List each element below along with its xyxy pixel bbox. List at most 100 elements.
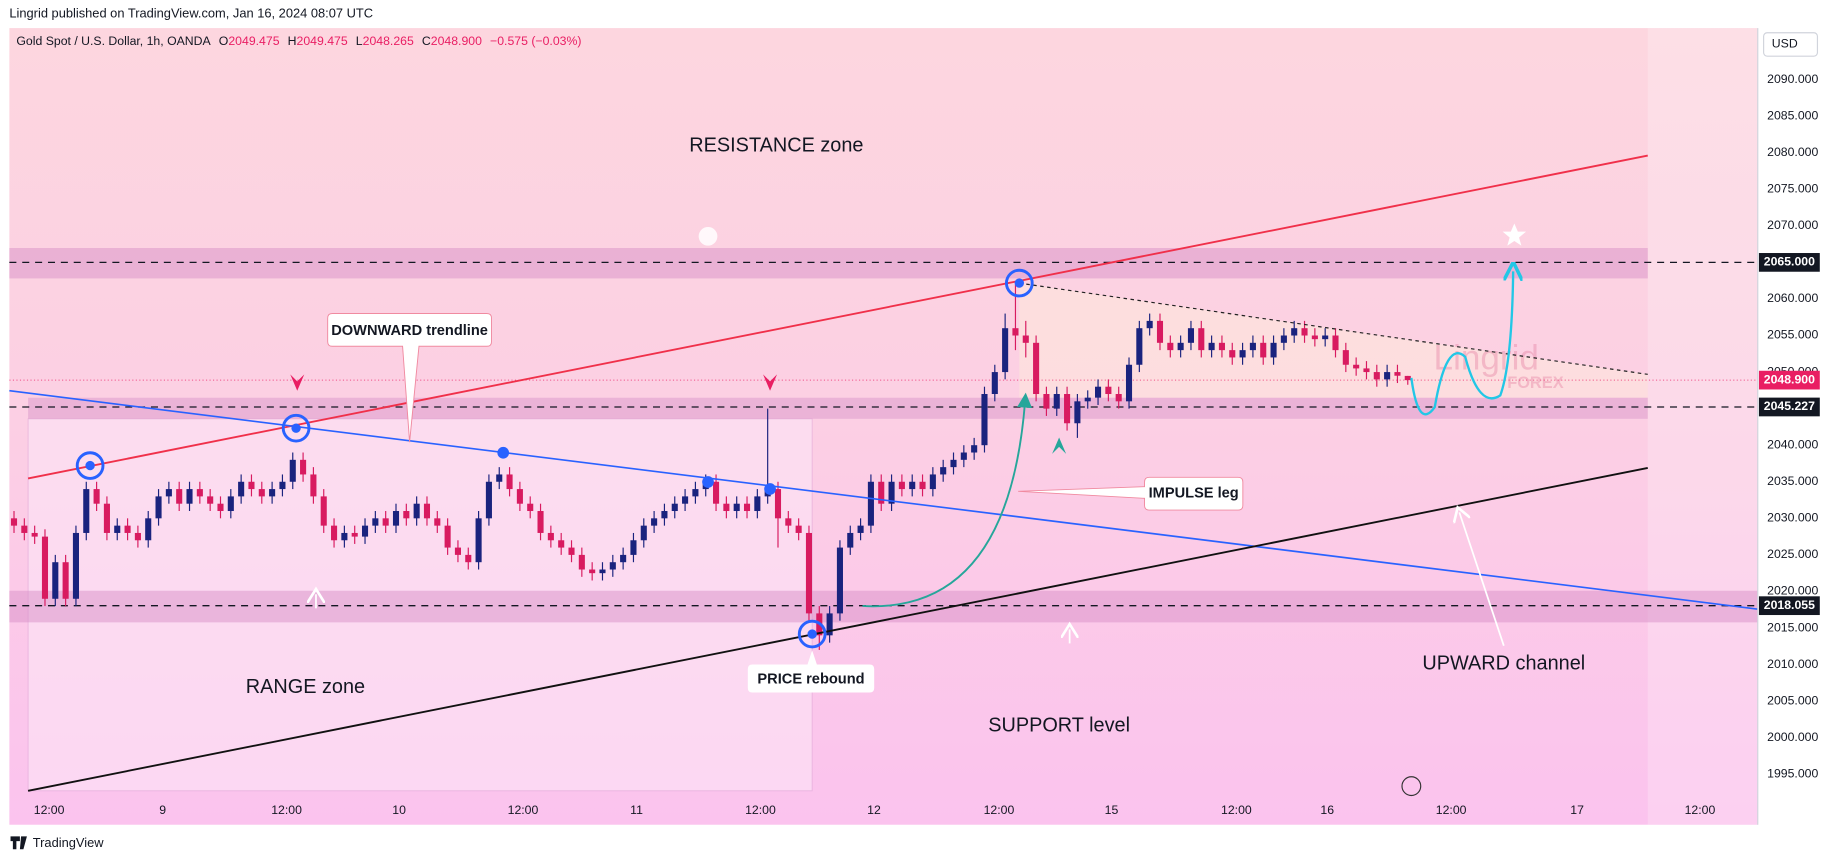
pivot-circles [75, 268, 1034, 649]
y-tick-label: 2020.000 [1767, 584, 1818, 598]
x-tick-label: 17 [1570, 803, 1584, 817]
candle-body [568, 547, 575, 555]
ohlc-label: L [356, 34, 363, 48]
candle-body [279, 481, 286, 490]
candle-body [795, 525, 802, 533]
candle-body [847, 532, 854, 548]
x-tick-label: 12:00 [1685, 803, 1716, 817]
level-label-box [1758, 397, 1820, 417]
candle-body [537, 511, 544, 533]
watermark: FOREX [1507, 374, 1563, 392]
candle-body [1239, 350, 1246, 358]
candle-body [269, 489, 276, 497]
y-tick-label: 2080.000 [1767, 145, 1818, 159]
candle-body [1125, 364, 1133, 402]
candle-body [1270, 342, 1277, 358]
candle-body [785, 518, 792, 526]
top-marker [763, 374, 778, 391]
candle-body [10, 518, 18, 526]
candle-body [1084, 397, 1091, 402]
candle-body [31, 532, 38, 537]
candle-body [929, 474, 936, 490]
candle-body [331, 525, 338, 541]
candle-body [940, 467, 947, 475]
callout-box [1018, 476, 1244, 511]
candle-body [826, 613, 833, 636]
candle-body [1384, 372, 1391, 380]
ohlc-label: H [288, 34, 297, 48]
candle-body [1146, 320, 1153, 329]
candle-body [41, 536, 49, 599]
candle-body [867, 481, 874, 526]
y-tick-label: 2035.000 [1767, 474, 1818, 488]
candle-body [227, 496, 234, 512]
ohlc-label: C [422, 34, 431, 48]
level-label-box [1758, 370, 1820, 390]
candle-body [1394, 372, 1401, 376]
candle-body [238, 481, 245, 497]
candle-body [1311, 335, 1318, 340]
candle-body [413, 503, 420, 519]
projection-path [1410, 271, 1513, 416]
callout-box [327, 313, 492, 443]
x-tick-label: 12:00 [271, 803, 302, 817]
candle-body [981, 394, 988, 446]
change: −0.575 (−0.03%) [490, 34, 581, 48]
candle-body [1177, 342, 1184, 351]
candle-body [1373, 372, 1380, 380]
y-tick-label: 2090.000 [1767, 72, 1818, 86]
candle-body [651, 518, 658, 526]
candle-body [589, 569, 596, 574]
candle-body [1249, 342, 1256, 351]
candle-body [1229, 350, 1236, 358]
currency-button[interactable] [1763, 32, 1819, 57]
candle-body [909, 481, 916, 490]
x-tick-label: 9 [159, 803, 166, 817]
candle-body [836, 547, 843, 614]
y-tick-label: 1995.000 [1767, 767, 1818, 781]
annotation: IMPULSE leg [1149, 486, 1239, 502]
candle-body [454, 547, 461, 555]
y-tick-label: 2005.000 [1767, 693, 1818, 707]
candle-body [971, 445, 978, 453]
annotation: RANGE zone [246, 676, 365, 698]
mid-band [28, 397, 1648, 419]
candle-body [1208, 342, 1215, 351]
candle-body [1043, 394, 1050, 409]
candle-body [1167, 342, 1174, 351]
candle-body [950, 459, 957, 468]
price-axis [1757, 28, 1835, 825]
candle-body [599, 569, 606, 574]
annotation: RESISTANCE zone [689, 134, 863, 156]
candle-body [300, 459, 307, 475]
candle-body [1002, 328, 1009, 373]
x-tick-label: 10 [392, 803, 406, 817]
level-label-box [1758, 253, 1820, 272]
candle-body [723, 503, 730, 512]
x-tick-label: 11 [630, 803, 643, 817]
candle-body [1053, 394, 1060, 409]
x-tick-label: 16 [1320, 803, 1334, 817]
candle-body [1332, 335, 1339, 351]
candle-body [248, 481, 255, 490]
candle-body [1187, 328, 1195, 343]
candle-body [1012, 328, 1019, 336]
downward-trendline [9, 389, 1835, 620]
candle-body [444, 525, 451, 548]
candle-body [258, 489, 265, 497]
candle-body [52, 562, 59, 599]
candle-body [207, 496, 214, 504]
triangle-line [1019, 282, 1648, 375]
candle-body [62, 562, 69, 599]
candle-body [155, 496, 162, 519]
candle-body [165, 489, 172, 497]
candle-body [774, 489, 782, 519]
candle-body [547, 532, 554, 541]
x-tick-label: 12:00 [1221, 803, 1252, 817]
candle-body [713, 481, 720, 504]
candle-body [114, 525, 121, 533]
brand-logo [10, 836, 27, 850]
lightning-icon [1401, 776, 1422, 797]
candle-body [361, 525, 369, 537]
